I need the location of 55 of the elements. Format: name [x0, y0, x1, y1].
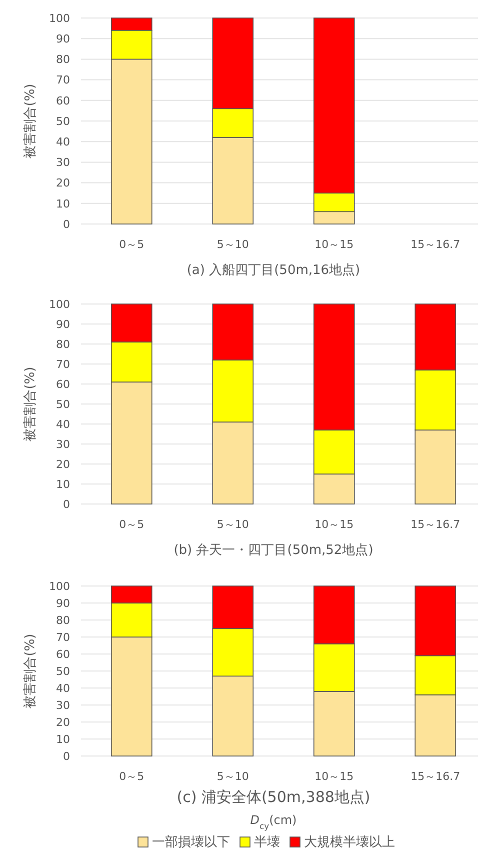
y-tick-label: 10 [56, 197, 70, 210]
y-tick-label: 70 [56, 74, 70, 87]
x-tick-label: 5～10 [216, 518, 249, 531]
legend-label: 一部損壊以下 [152, 835, 230, 850]
text: (b) 弁天一・四丁目(50m,52地点) [174, 543, 374, 558]
y-tick-label: 40 [56, 418, 70, 431]
y-tick-label: 70 [56, 630, 70, 644]
x-axis-title: D$_{cy}$(cm) [250, 813, 297, 831]
y-tick-label: 50 [56, 114, 70, 128]
y-tick-label: 40 [56, 682, 70, 695]
y-tick-label: 20 [56, 458, 70, 471]
y-tick-label: 90 [56, 32, 70, 46]
y-axis-title: 被害割合(%) [22, 634, 38, 708]
y-tick-label: 80 [56, 53, 70, 66]
x-tick-label: 0～5 [119, 238, 144, 251]
legend-label: 大規模半壊以上 [304, 835, 395, 850]
x-tick-label: 10～15 [314, 518, 354, 531]
x-tick-label: 15～16.7 [410, 770, 460, 783]
y-tick-label: 0 [63, 498, 70, 511]
y-tick-label: 60 [56, 648, 70, 661]
x-tick-label: 10～15 [314, 770, 354, 783]
text: (c) 浦安全体(50m,388地点) [176, 788, 370, 806]
y-tick-label: 80 [56, 614, 70, 627]
x-tick-label: 0～5 [119, 518, 144, 531]
legend-label: 半壊 [254, 835, 280, 850]
y-tick-label: 50 [56, 664, 70, 678]
y-tick-label: 50 [56, 398, 70, 411]
x-tick-label: 10～15 [314, 238, 354, 251]
y-tick-label: 10 [56, 478, 70, 491]
y-tick-label: 10 [56, 732, 70, 746]
y-tick-label: 60 [56, 378, 70, 391]
y-tick-label: 90 [56, 318, 70, 331]
y-tick-label: 0 [63, 218, 70, 231]
x-tick-label: 0～5 [119, 770, 144, 783]
y-tick-label: 100 [49, 298, 70, 311]
y-tick-label: 80 [56, 338, 70, 351]
y-axis-title: 被害割合(%) [22, 366, 38, 442]
x-tick-label: 5～10 [216, 770, 249, 783]
y-tick-label: 30 [56, 156, 70, 170]
y-tick-label: 70 [56, 358, 70, 371]
y-tick-label: 20 [56, 176, 70, 190]
y-tick-label: 20 [56, 716, 70, 729]
y-tick-label: 100 [49, 580, 70, 593]
y-tick-label: 90 [56, 596, 70, 610]
y-tick-label: 30 [56, 438, 70, 451]
x-tick-label: 15～16.7 [410, 238, 460, 251]
x-tick-label: 5～10 [216, 238, 249, 251]
y-axis-title: 被害割合(%) [22, 84, 38, 158]
y-tick-label: 100 [49, 12, 70, 25]
x-tick-label: 15～16.7 [410, 518, 460, 531]
y-tick-label: 40 [56, 135, 70, 148]
y-tick-label: 30 [56, 698, 70, 712]
y-tick-label: 60 [56, 94, 70, 108]
text: (a) 入船四丁目(50m,16地点) [186, 263, 360, 278]
y-tick-label: 0 [63, 750, 70, 763]
